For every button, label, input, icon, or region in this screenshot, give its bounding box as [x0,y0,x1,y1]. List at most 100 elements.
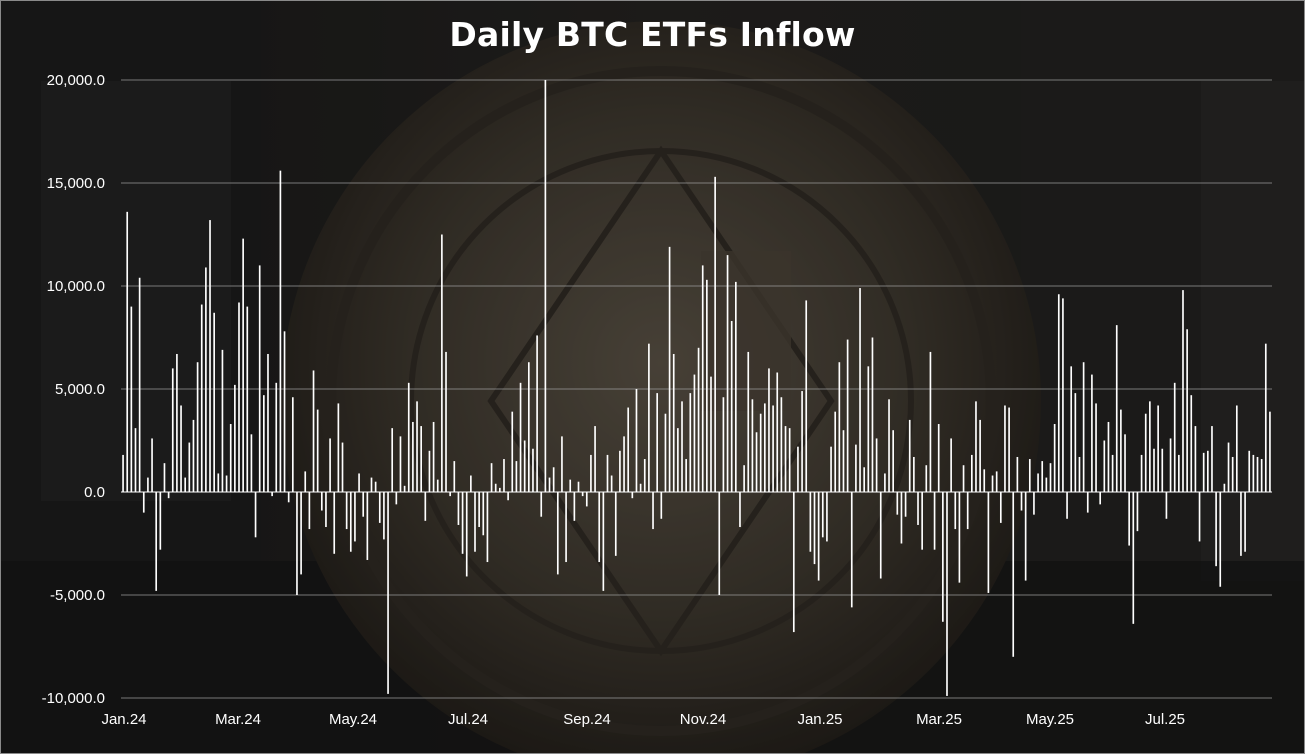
bar [470,475,472,492]
bar [151,438,153,492]
bar [1269,411,1271,492]
bar [780,397,783,492]
bar [627,407,630,492]
bar [424,492,427,521]
bar [403,485,406,492]
bar [155,492,158,591]
bar [1211,426,1213,492]
bar [362,492,365,517]
bar [801,391,803,492]
bar [159,492,162,550]
bar [1053,424,1056,492]
bar [507,492,509,501]
bar [672,353,675,492]
bar [1099,492,1102,505]
bar [126,211,129,492]
bar [267,353,269,492]
bar [991,475,994,492]
bar [565,492,567,563]
bar [378,492,381,523]
bar [486,492,489,563]
bar [971,454,973,492]
bar [1169,438,1172,492]
bar [453,461,456,492]
bar [523,440,526,492]
bar [188,442,191,492]
bar [374,481,377,492]
gridlines [121,79,1272,699]
bar [1223,483,1226,492]
bar [333,492,336,554]
bar [900,492,903,544]
x-tick-label: Sep.24 [563,711,611,728]
bar [1144,413,1147,492]
x-tick-label: Mar.24 [215,711,261,728]
bar [308,492,311,530]
bar [1033,492,1035,515]
bar [569,479,572,492]
bar [1115,325,1118,492]
bar [581,492,584,497]
bar [337,403,340,492]
bar [420,426,422,492]
x-tick-label: May.24 [329,711,377,728]
bar [855,444,857,492]
bar [950,438,952,492]
bar [254,492,257,538]
bar [884,473,886,492]
bar [577,481,580,492]
bar [722,397,725,492]
bar [983,469,986,492]
bar [946,492,948,696]
x-tick-label: Nov.24 [680,711,726,728]
bar [1136,492,1139,532]
bar [499,487,501,492]
bar [1198,492,1201,542]
y-tick-label: -10,000.0 [42,690,105,707]
bar [830,446,832,492]
bar [167,492,170,499]
bar [1082,362,1085,492]
bar [979,419,981,492]
bar [681,401,683,492]
bar [792,492,795,633]
bar [1124,434,1126,492]
bar [412,421,414,492]
bar [701,265,704,492]
bar [987,492,990,593]
bar [407,382,410,492]
bar [747,351,750,492]
bar [573,492,576,521]
bar [966,492,969,530]
bar [706,279,708,492]
bar [937,424,940,492]
bar [180,405,182,492]
bar [1086,492,1089,513]
bar [1016,456,1019,492]
bar [776,372,779,492]
bar [1248,450,1251,492]
bar [689,393,692,492]
x-tick-label: Jan.25 [797,711,842,728]
y-tick-label: 10,000.0 [47,278,105,295]
bar [772,405,774,492]
bar [693,374,696,492]
bar [730,321,733,492]
bar [1012,492,1015,657]
bar [813,492,816,565]
bar [846,339,849,492]
bar [1103,440,1106,492]
bar [221,349,224,492]
bar [1182,290,1184,492]
bar [316,409,319,492]
bar [643,459,646,492]
bar [697,347,700,492]
bar [1157,405,1159,492]
bar [213,312,215,492]
bar [370,477,373,492]
bar [1207,450,1209,492]
bar [1244,492,1246,552]
bar [217,473,220,492]
bar [1120,409,1122,492]
